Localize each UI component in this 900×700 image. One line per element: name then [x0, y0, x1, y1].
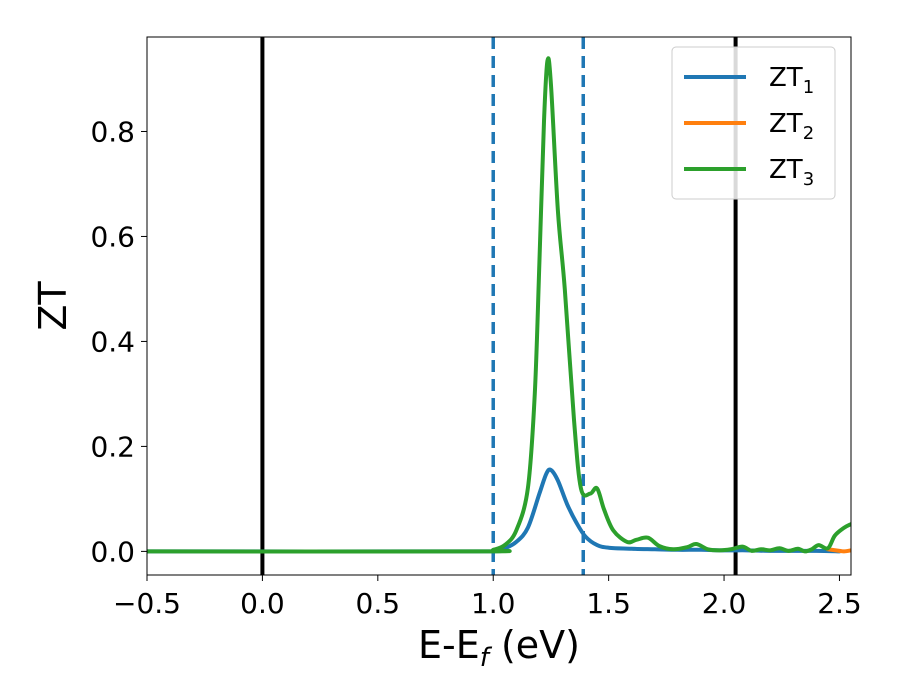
reference-lines	[260, 37, 738, 575]
x-tick-label: 0.0	[240, 587, 285, 620]
x-tick-label: 2.5	[817, 587, 862, 620]
legend: ZT1 ZT2 ZT3	[671, 46, 836, 200]
legend-box	[671, 46, 836, 200]
y-tick-label: 0.2	[90, 430, 135, 463]
y-axis: 0.0 0.2 0.4 0.6 0.8	[90, 115, 147, 568]
y-tick-label: 0.6	[90, 220, 135, 253]
series-lines	[147, 56, 851, 554]
x-tick-label: 1.0	[471, 587, 516, 620]
series-line-zt1	[147, 467, 842, 554]
x-axis-label: E-Ef (eV)	[418, 623, 580, 673]
x-axis-label-rest: (eV)	[489, 623, 580, 667]
x-tick-label: 0.5	[356, 587, 401, 620]
plot-frame	[146, 36, 852, 576]
x-tick-label: 2.0	[702, 587, 747, 620]
legend-label: ZT1	[769, 63, 814, 98]
series-line-zt2	[825, 547, 851, 554]
x-axis-label-main: E-E	[418, 623, 480, 667]
legend-label: ZT3	[769, 155, 814, 190]
legend-label: ZT2	[769, 109, 814, 144]
x-axis: −0.5 0.0 0.5 1.0 1.5 2.0 2.5	[113, 575, 862, 620]
x-tick-label: 1.5	[586, 587, 631, 620]
y-tick-label: 0.4	[90, 325, 135, 358]
y-axis-label: ZT	[31, 281, 75, 331]
series-line-zt3	[147, 56, 851, 554]
x-tick-label: −0.5	[113, 587, 181, 620]
y-tick-label: 0.8	[90, 115, 135, 148]
y-tick-label: 0.0	[90, 535, 135, 568]
